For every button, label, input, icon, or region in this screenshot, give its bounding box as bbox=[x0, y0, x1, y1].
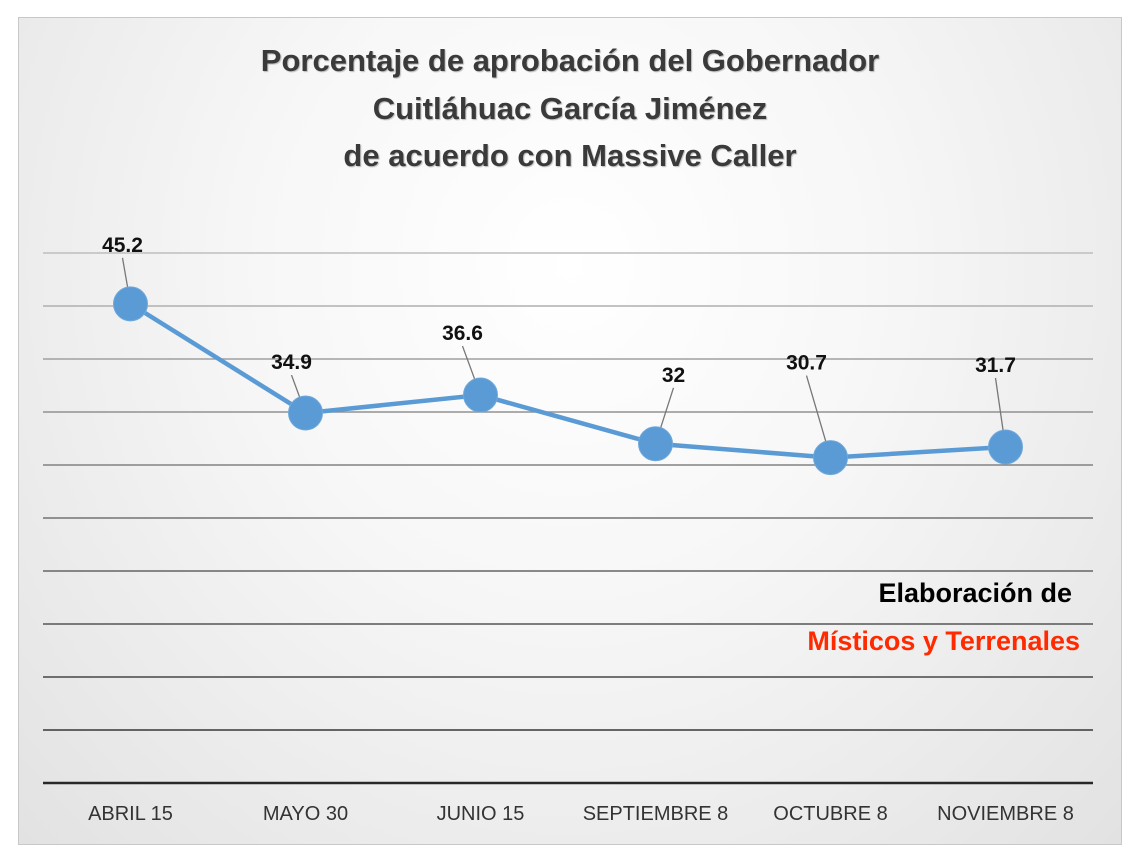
credit-author: Místicos y Terrenales bbox=[807, 626, 1080, 656]
chart-frame bbox=[18, 17, 1122, 845]
data-point bbox=[113, 286, 148, 322]
chart-title-line-2: Cuitláhuac García Jiménez bbox=[372, 91, 768, 126]
x-tick-label: JUNIO 15 bbox=[437, 803, 525, 825]
series-line bbox=[129, 301, 1006, 460]
x-tick-label: ABRIL 15 bbox=[88, 803, 173, 825]
x-tick-label: MAYO 30 bbox=[263, 803, 348, 825]
data-point bbox=[813, 440, 848, 476]
data-point bbox=[988, 429, 1023, 465]
x-tick-label: SEPTIEMBRE 8 bbox=[583, 803, 729, 825]
data-point bbox=[638, 426, 673, 462]
data-label: 34.9 bbox=[271, 351, 312, 374]
x-tick-label: NOVIEMBRE 8 bbox=[937, 803, 1074, 825]
data-point bbox=[288, 395, 323, 431]
data-label: 31.7 bbox=[975, 354, 1016, 377]
data-label: 32 bbox=[662, 364, 685, 387]
chart-title-line-1: Porcentaje de aprobación del Gobernador bbox=[260, 43, 880, 78]
chart-title-line-3: de acuerdo con Massive Caller bbox=[343, 138, 797, 173]
data-point bbox=[463, 377, 498, 413]
data-label: 30.7 bbox=[786, 352, 827, 375]
data-label: 45.2 bbox=[102, 234, 143, 257]
x-tick-label: OCTUBRE 8 bbox=[773, 803, 887, 825]
data-label: 36.6 bbox=[442, 322, 483, 345]
credit-label: Elaboración de bbox=[878, 578, 1072, 608]
